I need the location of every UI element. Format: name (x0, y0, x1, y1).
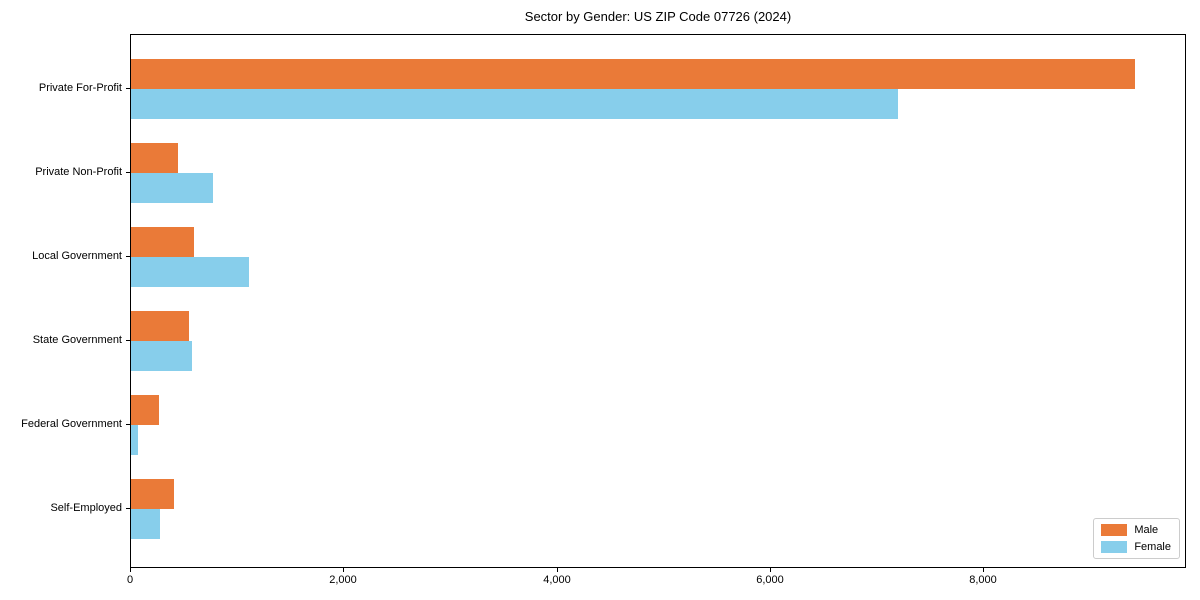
y-tick-label-private-for-profit: Private For-Profit (38, 82, 122, 94)
bar-female-state-government (131, 341, 192, 371)
legend-swatch-female (1101, 541, 1128, 553)
bar-female-local-government (131, 257, 249, 287)
bar-male-local-government (131, 227, 194, 257)
bar-male-self-employed (131, 479, 174, 509)
plot-area: Male Female (130, 34, 1186, 568)
bar-female-self-employed (131, 509, 160, 539)
x-tick-mark (557, 568, 558, 572)
x-tick-label-8000: 8,000 (969, 574, 997, 586)
x-tick-label-0: 0 (126, 574, 134, 586)
bar-female-private-for-profit (131, 89, 898, 119)
legend-swatch-male (1101, 524, 1128, 536)
bar-male-state-government (131, 311, 189, 341)
x-tick-mark (983, 568, 984, 572)
y-tick-label-self-employed: Self-Employed (50, 502, 122, 514)
legend-label-male: Male (1134, 524, 1159, 536)
y-tick-label-private-non-profit: Private Non-Profit (35, 166, 122, 178)
y-tick-mark (126, 256, 130, 257)
y-tick-mark (126, 340, 130, 341)
bar-female-federal-government (131, 425, 138, 455)
bar-male-private-for-profit (131, 59, 1135, 89)
legend: Male Female (1093, 518, 1180, 559)
x-tick-mark (130, 568, 131, 572)
legend-label-female: Female (1134, 541, 1171, 553)
bar-male-private-non-profit (131, 143, 178, 173)
y-tick-label-local-government: Local Government (32, 250, 122, 262)
x-tick-label-4000: 4,000 (543, 574, 571, 586)
y-tick-mark (126, 172, 130, 173)
bar-female-private-non-profit (131, 173, 213, 203)
y-tick-mark (126, 424, 130, 425)
y-tick-mark (126, 88, 130, 89)
legend-item-male: Male (1101, 524, 1171, 536)
x-tick-mark (770, 568, 771, 572)
y-tick-mark (126, 508, 130, 509)
x-tick-label-6000: 6,000 (756, 574, 784, 586)
x-tick-label-2000: 2,000 (329, 574, 357, 586)
x-tick-mark (343, 568, 344, 572)
chart-title: Sector by Gender: US ZIP Code 07726 (202… (524, 9, 792, 24)
bar-male-federal-government (131, 395, 159, 425)
y-tick-label-state-government: State Government (32, 334, 122, 346)
legend-item-female: Female (1101, 541, 1171, 553)
y-tick-label-federal-government: Federal Government (21, 418, 122, 430)
